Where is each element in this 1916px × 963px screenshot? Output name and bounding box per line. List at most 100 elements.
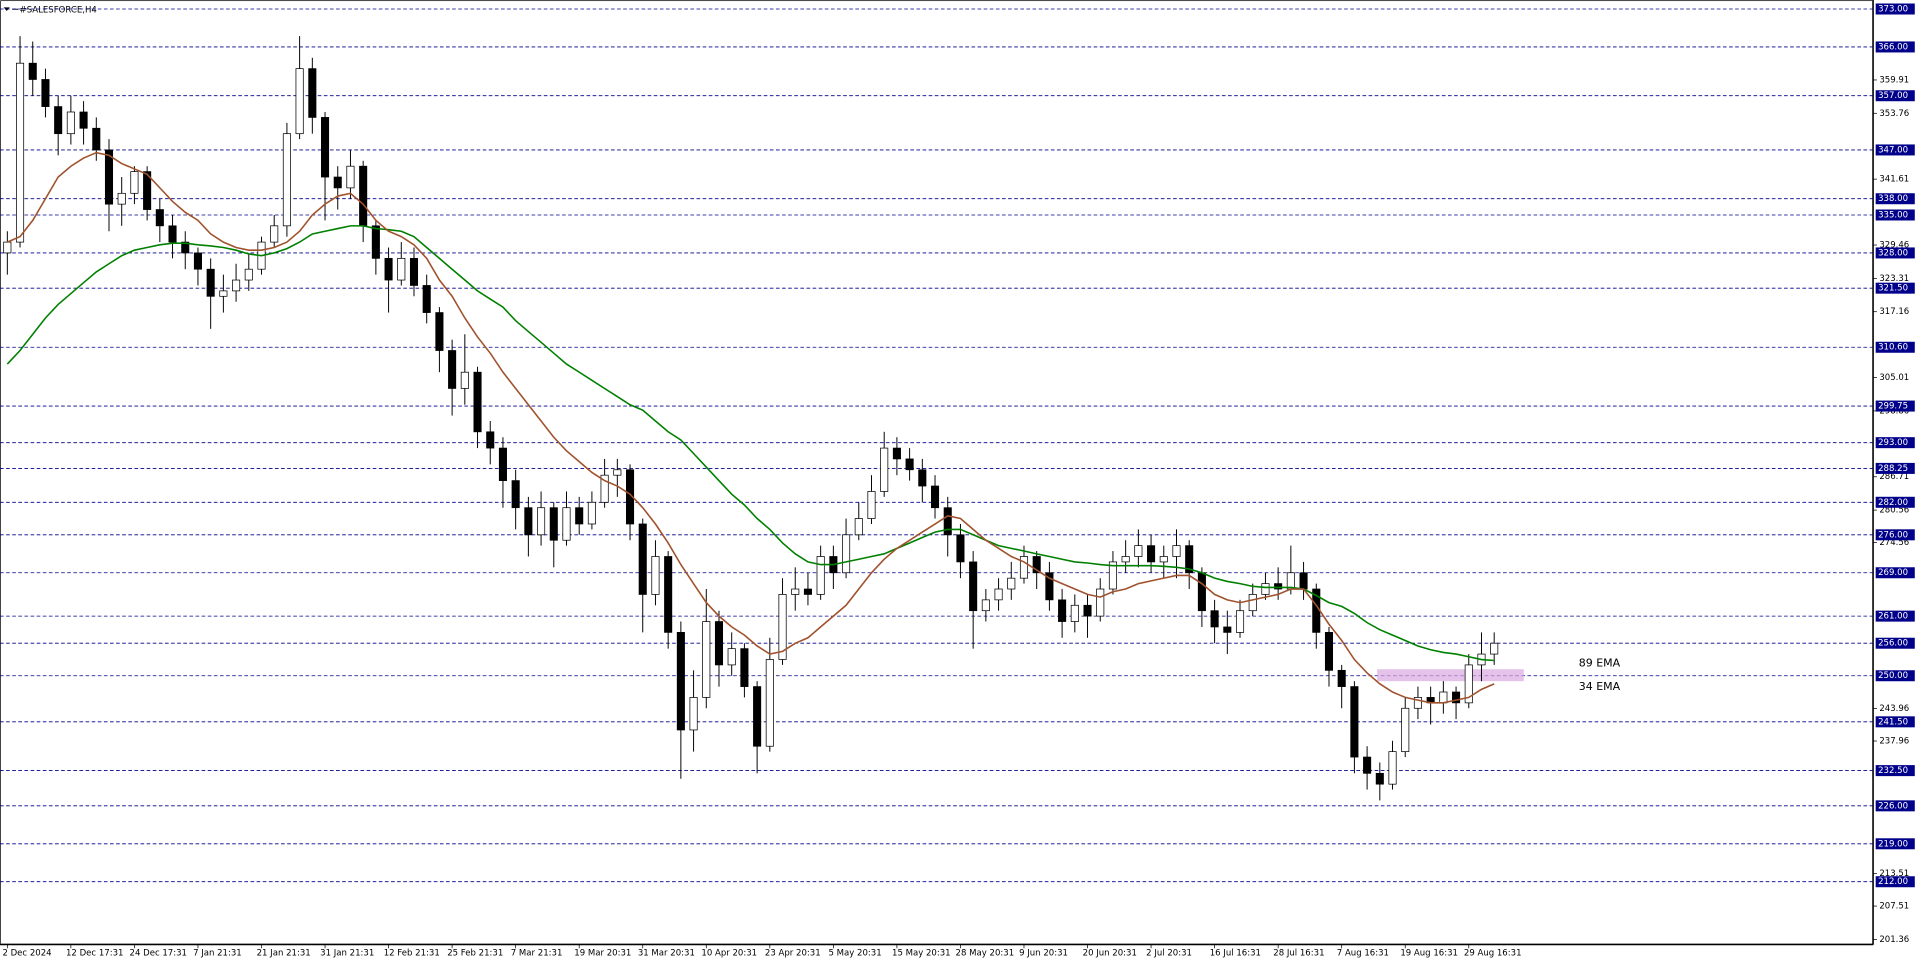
- level-label-box: [1875, 765, 1915, 777]
- level-label-box: [1875, 400, 1915, 412]
- level-label: 373.00: [1878, 5, 1908, 15]
- candle-body: [854, 518, 863, 536]
- level-label-box: [1875, 209, 1915, 221]
- candle-body: [1223, 626, 1232, 633]
- candle-body: [791, 588, 800, 595]
- candle-body: [638, 523, 647, 595]
- level-label-box: [1875, 462, 1915, 474]
- candle-body: [1337, 669, 1346, 687]
- legend-entry: 34 EMA: [1579, 680, 1621, 693]
- level-label-box: [1875, 144, 1915, 156]
- level-label: 335.00: [1878, 210, 1908, 220]
- candle-body: [54, 106, 63, 135]
- candle-body: [1197, 572, 1206, 612]
- level-label: 232.50: [1878, 766, 1908, 776]
- x-tick-label: 10 Apr 20:31: [701, 949, 757, 959]
- candle-body: [1070, 604, 1079, 622]
- candle-body: [244, 268, 253, 281]
- x-tick-label: 16 Jul 16:31: [1210, 949, 1261, 959]
- x-tick-label: 28 Jul 16:31: [1273, 949, 1324, 959]
- candle-body: [79, 111, 88, 129]
- candle-body: [892, 447, 901, 460]
- level-label-box: [1875, 341, 1915, 353]
- candle-body: [359, 165, 368, 227]
- candle-body: [104, 149, 114, 205]
- level-label: 293.00: [1878, 438, 1908, 448]
- level-label: 241.50: [1878, 717, 1908, 727]
- ema-line: [6, 225, 1495, 662]
- candle-body: [1096, 588, 1105, 617]
- candle-body: [587, 501, 596, 525]
- candle-body: [1286, 572, 1295, 590]
- candle-body: [1019, 556, 1029, 579]
- candle-body: [333, 176, 342, 189]
- level-label: 321.50: [1878, 284, 1908, 294]
- x-tick-label: 19 Mar 20:31: [574, 949, 631, 959]
- y-tick-label: 323.31: [1879, 274, 1909, 284]
- candle-body: [321, 117, 330, 178]
- x-tick-label: 12 Dec 17:31: [66, 949, 123, 959]
- level-label: 256.00: [1878, 639, 1908, 649]
- candle-body: [753, 686, 762, 747]
- level-label: 328.00: [1878, 248, 1908, 258]
- candle-body: [1490, 642, 1499, 655]
- candle-body: [130, 171, 139, 194]
- level-label: 269.00: [1878, 568, 1908, 578]
- candle-body: [702, 621, 711, 698]
- candle-body: [1350, 686, 1359, 758]
- candle-body: [1121, 556, 1130, 563]
- candle-body: [206, 268, 215, 297]
- candle-body: [270, 225, 279, 243]
- legend-entry: 89 EMA: [1579, 657, 1621, 670]
- level-label-box: [1875, 637, 1915, 649]
- candle-body: [664, 556, 673, 633]
- candle-body: [168, 225, 177, 243]
- x-tick-label: 29 Aug 16:31: [1464, 949, 1522, 959]
- x-tick-label: 23 Apr 20:31: [765, 949, 821, 959]
- candle-body: [473, 371, 482, 433]
- level-label-box: [1875, 282, 1915, 294]
- level-label-box: [1875, 800, 1915, 812]
- candle-body: [1108, 561, 1117, 590]
- candle-body: [232, 279, 241, 292]
- candle-body: [803, 588, 812, 595]
- x-tick-label: 21 Jan 21:31: [257, 949, 311, 959]
- y-tick-label: 201.36: [1879, 935, 1909, 945]
- candle-body: [1375, 772, 1384, 785]
- candle-body: [1439, 691, 1448, 704]
- y-tick-label: 359.91: [1879, 75, 1909, 85]
- x-tick-label: 31 Jan 21:31: [320, 949, 374, 959]
- candle-body: [956, 534, 965, 563]
- candle-body: [537, 507, 546, 536]
- candle-body: [143, 171, 152, 210]
- y-tick-label: 213.51: [1879, 869, 1909, 879]
- level-label: 288.25: [1878, 464, 1908, 474]
- candle-body: [448, 350, 457, 389]
- level-label: 261.00: [1878, 612, 1908, 622]
- level-label: 219.00: [1878, 839, 1908, 849]
- candle-body: [28, 62, 37, 80]
- level-label-box: [1875, 610, 1915, 622]
- candle-body: [409, 257, 419, 286]
- candle-body: [181, 241, 190, 254]
- level-label-box: [1875, 838, 1915, 850]
- candle-body: [714, 621, 724, 666]
- candle-body: [816, 556, 825, 595]
- candle-body: [1452, 691, 1461, 704]
- x-tick-label: 5 May 20:31: [828, 949, 881, 959]
- candle-body: [308, 68, 317, 118]
- level-label: 250.00: [1878, 671, 1908, 681]
- y-tick-label: 243.96: [1879, 704, 1909, 714]
- level-label: 276.00: [1878, 530, 1908, 540]
- candle-body: [1299, 572, 1308, 590]
- candle-body: [625, 469, 635, 525]
- y-tick-label: 305.01: [1879, 373, 1909, 383]
- x-tick-label: 2 Dec 2024: [2, 949, 51, 959]
- candle-body: [155, 209, 164, 227]
- x-tick-label: 9 Jun 20:31: [1019, 949, 1068, 959]
- candle-body: [1185, 545, 1194, 574]
- candle-body: [842, 534, 851, 574]
- candle-body: [346, 165, 355, 189]
